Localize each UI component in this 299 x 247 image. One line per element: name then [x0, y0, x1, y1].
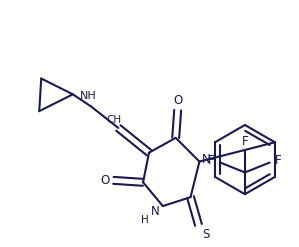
Text: F: F — [208, 154, 215, 167]
Text: N: N — [151, 205, 159, 218]
Text: N: N — [202, 153, 211, 166]
Text: O: O — [173, 94, 182, 107]
Text: F: F — [275, 154, 282, 167]
Text: NH: NH — [80, 91, 97, 101]
Text: H: H — [141, 215, 149, 225]
Text: F: F — [242, 135, 248, 148]
Text: S: S — [203, 228, 210, 241]
Text: CH: CH — [107, 115, 122, 125]
Text: O: O — [100, 174, 109, 187]
